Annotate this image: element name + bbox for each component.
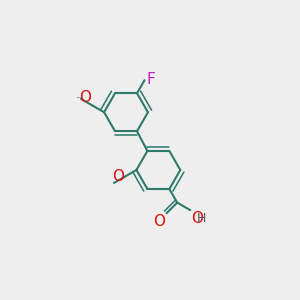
Text: F: F	[146, 72, 155, 87]
Text: O: O	[112, 169, 124, 184]
Text: methoxy: methoxy	[77, 97, 83, 98]
Text: O: O	[80, 90, 92, 105]
Text: O: O	[191, 211, 203, 226]
Text: methoxy: methoxy	[77, 97, 83, 98]
Text: H: H	[197, 212, 206, 225]
Text: O: O	[153, 214, 165, 230]
